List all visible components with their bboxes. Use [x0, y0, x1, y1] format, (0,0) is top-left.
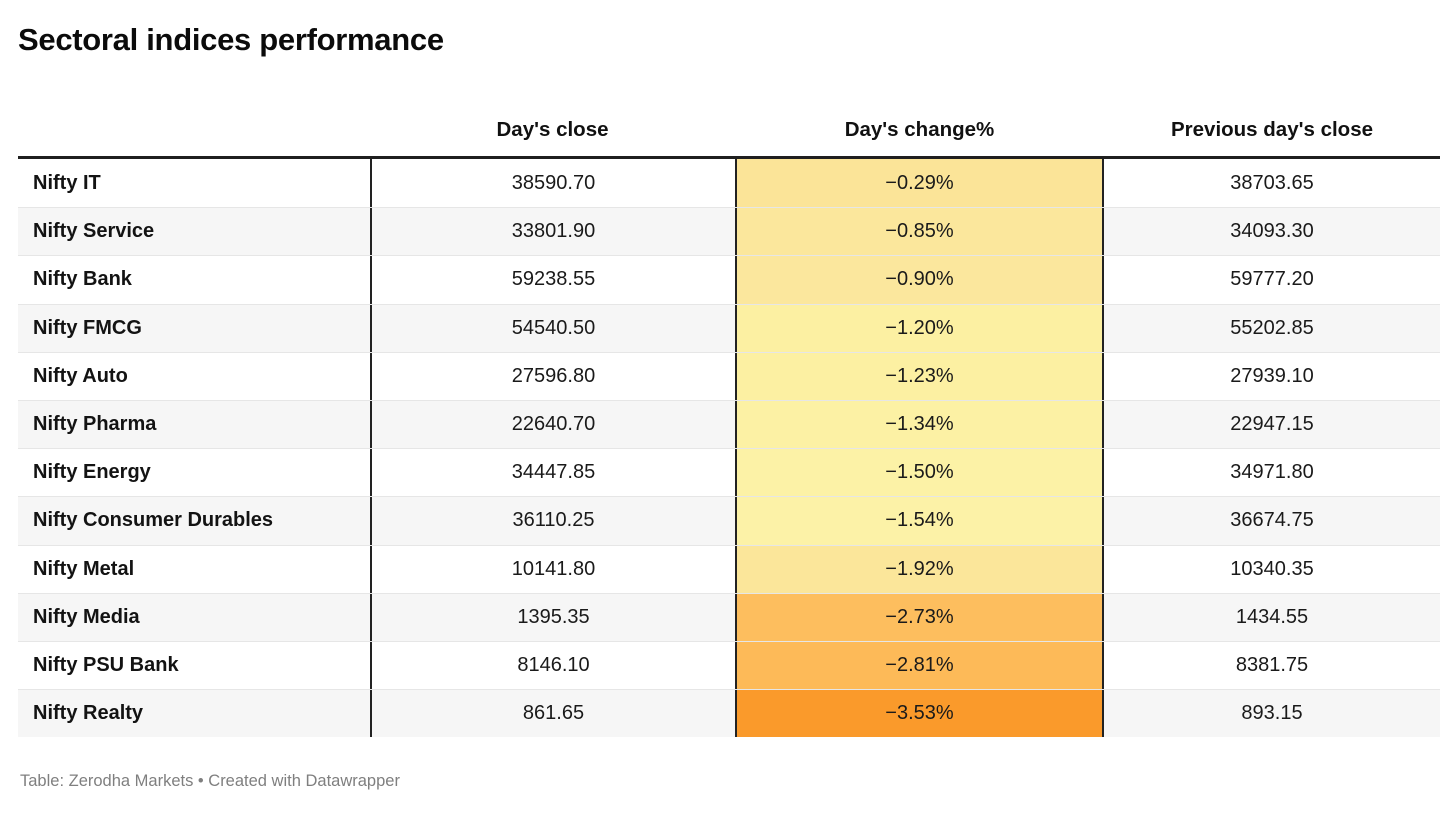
previous-close-cell: 34093.30 [1230, 220, 1314, 243]
index-name-cell: Nifty IT [33, 171, 101, 194]
days-close-cell: 1395.35 [370, 593, 735, 641]
table-row: Nifty Consumer Durables 36110.25 −1.54% … [18, 496, 1440, 545]
days-close-cell: 861.65 [370, 690, 735, 738]
days-change-heatmap-cell: −0.29% [735, 159, 1104, 208]
table-row: Nifty Auto 27596.80 −1.23% 27939.10 [18, 351, 1440, 400]
index-name-cell: Nifty Pharma [33, 413, 157, 436]
table-body: Nifty IT 38590.70 −0.29% 38703.65 Nifty … [18, 156, 1440, 738]
days-change-heatmap-cell: −0.85% [735, 208, 1104, 256]
days-change-heatmap-cell: −1.54% [735, 497, 1104, 545]
days-change-heatmap-cell: −1.23% [735, 352, 1104, 400]
index-name-cell: Nifty Auto [33, 364, 128, 387]
days-change-heatmap-cell: −2.73% [735, 593, 1104, 641]
previous-close-cell: 27939.10 [1230, 364, 1314, 387]
table-row: Nifty Pharma 22640.70 −1.34% 22947.15 [18, 399, 1440, 449]
index-name-cell: Nifty Energy [33, 461, 151, 484]
previous-close-cell: 8381.75 [1235, 653, 1309, 676]
sector-indices-table: Day's close Day's change% Previous day's… [18, 104, 1440, 738]
days-close-cell: 54540.50 [370, 304, 735, 352]
days-close-cell: 8146.10 [370, 641, 735, 690]
index-name-cell: Nifty Metal [33, 557, 135, 580]
days-close-cell: 59238.55 [370, 256, 735, 304]
table-row: Nifty Realty 861.65 −3.53% 893.15 [18, 689, 1440, 738]
previous-close-cell: 55202.85 [1230, 316, 1314, 339]
index-name-cell: Nifty Consumer Durables [33, 509, 274, 532]
days-close-cell: 33801.90 [370, 208, 735, 256]
previous-close-cell: 38703.65 [1230, 171, 1314, 194]
index-name-cell: Nifty PSU Bank [33, 653, 179, 676]
previous-close-cell: 36674.75 [1230, 509, 1314, 532]
index-name-cell: Nifty Bank [33, 268, 132, 291]
days-change-heatmap-cell: −1.20% [735, 304, 1104, 352]
days-change-heatmap-cell: −1.92% [735, 545, 1104, 593]
days-close-cell: 36110.25 [370, 497, 735, 545]
column-header-days-close: Day's close [496, 118, 609, 141]
index-name-cell: Nifty Realty [33, 702, 144, 725]
index-name-cell: Nifty Media [33, 605, 140, 628]
days-change-heatmap-cell: −1.34% [735, 400, 1104, 449]
table-row: Nifty Media 1395.35 −2.73% 1434.55 [18, 592, 1440, 641]
index-name-cell: Nifty FMCG [33, 316, 142, 339]
page-title: Sectoral indices performance [18, 22, 444, 57]
column-header-previous-days-close: Previous day's close [1170, 118, 1373, 141]
table-row: Nifty PSU Bank 8146.10 −2.81% 8381.75 [18, 640, 1440, 690]
days-close-cell: 10141.80 [370, 545, 735, 593]
table-row: Nifty IT 38590.70 −0.29% 38703.65 [18, 159, 1440, 208]
days-change-heatmap-cell: −0.90% [735, 256, 1104, 304]
days-close-cell: 34447.85 [370, 449, 735, 497]
previous-close-cell: 22947.15 [1230, 413, 1314, 436]
previous-close-cell: 1434.55 [1235, 605, 1309, 628]
table-row: Nifty Service 33801.90 −0.85% 34093.30 [18, 207, 1440, 256]
days-change-heatmap-cell: −2.81% [735, 641, 1104, 690]
days-close-cell: 27596.80 [370, 352, 735, 400]
table-row: Nifty Bank 59238.55 −0.90% 59777.20 [18, 255, 1440, 304]
previous-close-cell: 893.15 [1241, 702, 1303, 725]
previous-close-cell: 59777.20 [1230, 268, 1314, 291]
days-change-heatmap-cell: −1.50% [735, 449, 1104, 497]
column-header-days-change: Day's change% [844, 118, 995, 141]
days-change-heatmap-cell: −3.53% [735, 690, 1104, 738]
previous-close-cell: 10340.35 [1230, 557, 1314, 580]
datawrapper-table-page: Sectoral indices performance Day's close… [18, 22, 1440, 790]
table-row: Nifty Metal 10141.80 −1.92% 10340.35 [18, 544, 1440, 593]
index-name-cell: Nifty Service [33, 220, 155, 243]
days-close-cell: 38590.70 [370, 159, 735, 208]
previous-close-cell: 34971.80 [1230, 461, 1314, 484]
table-row: Nifty FMCG 54540.50 −1.20% 55202.85 [18, 303, 1440, 352]
table-header-row: Day's close Day's change% Previous day's… [18, 104, 1440, 156]
days-close-cell: 22640.70 [370, 400, 735, 449]
table-row: Nifty Energy 34447.85 −1.50% 34971.80 [18, 448, 1440, 497]
attribution-footer: Table: Zerodha Markets • Created with Da… [20, 772, 400, 790]
